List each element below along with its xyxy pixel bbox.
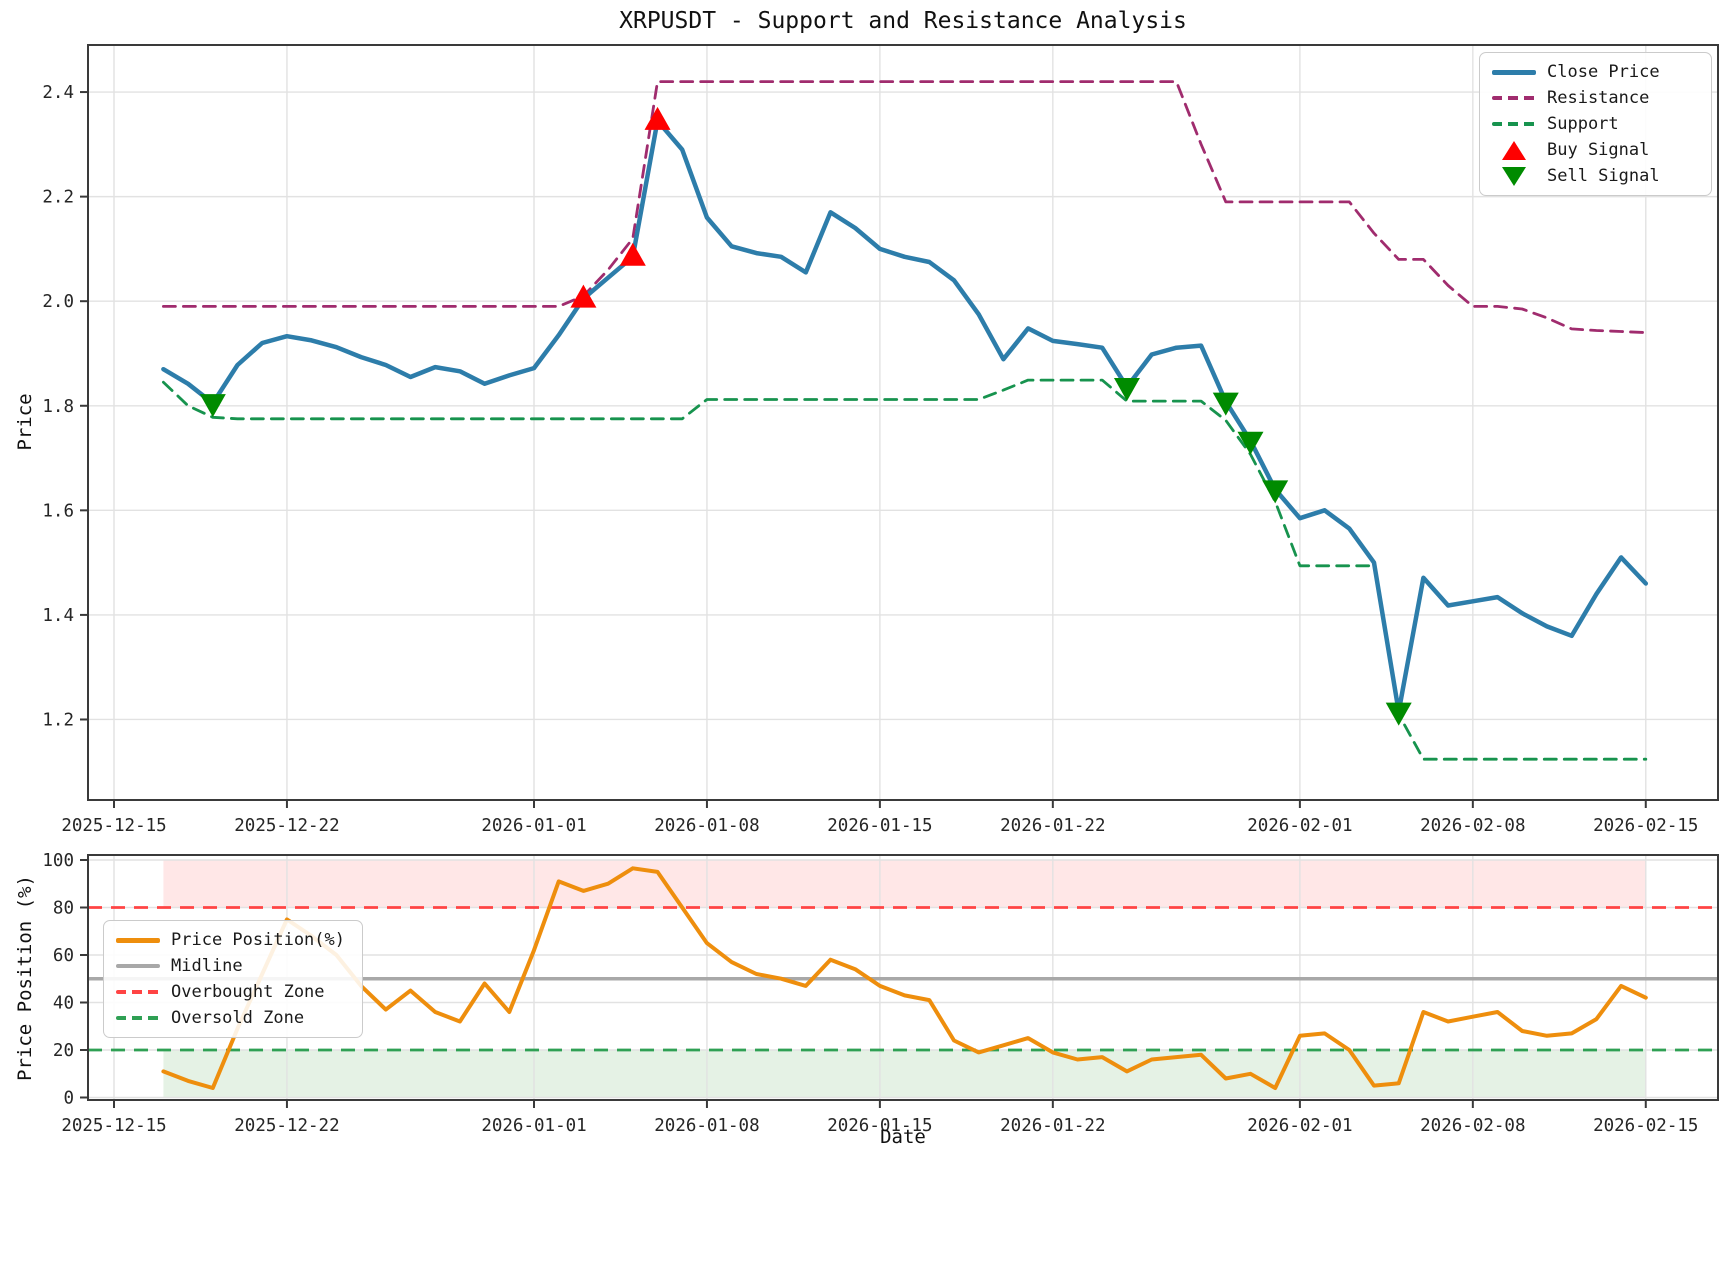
legend-label: Midline — [171, 956, 243, 976]
close-price-line — [161, 118, 1649, 714]
legend-item-buy-signal: Buy Signal — [1492, 137, 1699, 163]
x-tick-label: 2026-01-01 — [481, 1116, 586, 1136]
x-tick-label: 2026-02-15 — [1593, 1116, 1698, 1136]
x-tick-label: 2026-01-08 — [654, 1116, 759, 1136]
sell-signal-marker — [1237, 431, 1264, 455]
legend-label: Price Position(%) — [171, 930, 345, 950]
axes-spine — [87, 854, 1719, 1101]
x-tick-label: 2026-01-08 — [654, 816, 759, 836]
y-tick-label: 1.2 — [42, 710, 74, 730]
x-tick-label: 2026-02-01 — [1247, 816, 1352, 836]
close-price-line-icon — [1492, 61, 1536, 83]
oversold-band — [163, 1050, 1646, 1098]
legend-bottom: Price Position(%) Midline Overbought Zon… — [103, 920, 363, 1038]
y-tick-label: 60 — [53, 946, 74, 966]
date-axis-label: Date — [880, 1126, 926, 1148]
sell-triangle-icon — [1492, 165, 1536, 187]
y-tick-label: 0 — [63, 1089, 74, 1109]
overbought-band — [163, 859, 1646, 908]
price-position-line-icon — [116, 929, 160, 951]
y-tick-label: 1.4 — [42, 606, 74, 626]
y-tick-label: 40 — [53, 993, 74, 1013]
legend-item-sell-signal: Sell Signal — [1492, 163, 1699, 189]
x-tick-label: 2025-12-15 — [61, 1116, 166, 1136]
x-tick-label: 2026-01-15 — [827, 816, 932, 836]
legend-label: Resistance — [1547, 88, 1650, 108]
sell-signal-marker — [1113, 377, 1140, 401]
midline-line-icon — [116, 955, 160, 977]
x-tick-label: 2026-02-08 — [1420, 816, 1525, 836]
x-tick-label: 2026-01-01 — [481, 816, 586, 836]
sell-signal-marker — [199, 394, 226, 418]
legend-label: Sell Signal — [1547, 166, 1660, 186]
support-line-icon — [1492, 113, 1536, 135]
legend-item-overbought: Overbought Zone — [116, 979, 350, 1005]
x-tick-label: 2025-12-22 — [234, 1116, 339, 1136]
x-tick-label: 2026-02-15 — [1593, 816, 1698, 836]
buy-triangle-icon — [1492, 139, 1536, 161]
y-tick-label: 100 — [42, 851, 74, 871]
legend-item-close-price: Close Price — [1492, 59, 1699, 85]
legend-top: Close Price Resistance Support Buy Signa… — [1479, 52, 1712, 196]
y-tick-label: 1.6 — [42, 501, 74, 521]
y-tick-label: 80 — [53, 898, 74, 918]
position-axis-label: Price Position (%) — [14, 875, 36, 1081]
y-tick-label: 2.0 — [42, 292, 74, 312]
x-tick-label: 2025-12-22 — [234, 816, 339, 836]
x-tick-label: 2026-01-22 — [1000, 816, 1105, 836]
sell-signal-marker — [1262, 480, 1289, 504]
legend-label: Buy Signal — [1547, 140, 1650, 160]
y-tick-label: 20 — [53, 1041, 74, 1061]
chart-title: XRPUSDT - Support and Resistance Analysi… — [619, 8, 1187, 34]
y-tick-label: 2.4 — [42, 83, 74, 103]
y-tick-label: 2.2 — [42, 188, 74, 208]
legend-item-oversold: Oversold Zone — [116, 1005, 350, 1031]
axes-spine — [87, 44, 1719, 801]
x-tick-label: 2026-01-15 — [827, 1116, 932, 1136]
y-tick-label: 1.8 — [42, 397, 74, 417]
x-tick-label: 2026-02-08 — [1420, 1116, 1525, 1136]
legend-item-price-position: Price Position(%) — [116, 927, 350, 953]
buy-signal-marker — [644, 106, 671, 130]
legend-label: Support — [1547, 114, 1619, 134]
x-tick-label: 2026-01-22 — [1000, 1116, 1105, 1136]
x-tick-label: 2025-12-15 — [61, 816, 166, 836]
legend-label: Overbought Zone — [171, 982, 325, 1002]
legend-item-resistance: Resistance — [1492, 85, 1699, 111]
legend-item-support: Support — [1492, 111, 1699, 137]
buy-signal-marker — [619, 242, 646, 266]
buy-signal-marker — [570, 284, 597, 308]
legend-item-midline: Midline — [116, 953, 350, 979]
legend-label: Oversold Zone — [171, 1008, 305, 1028]
price-axis-label: Price — [14, 393, 36, 451]
sell-signal-marker — [1212, 392, 1239, 416]
overbought-line-icon — [116, 981, 160, 1003]
sell-signal-marker — [1385, 702, 1412, 726]
support-line — [161, 378, 1648, 761]
oversold-line-icon — [116, 1007, 160, 1029]
price-position-line — [161, 866, 1648, 1090]
resistance-line — [161, 80, 1648, 335]
legend-label: Close Price — [1547, 62, 1660, 82]
resistance-line-icon — [1492, 87, 1536, 109]
x-tick-label: 2026-02-01 — [1247, 1116, 1352, 1136]
